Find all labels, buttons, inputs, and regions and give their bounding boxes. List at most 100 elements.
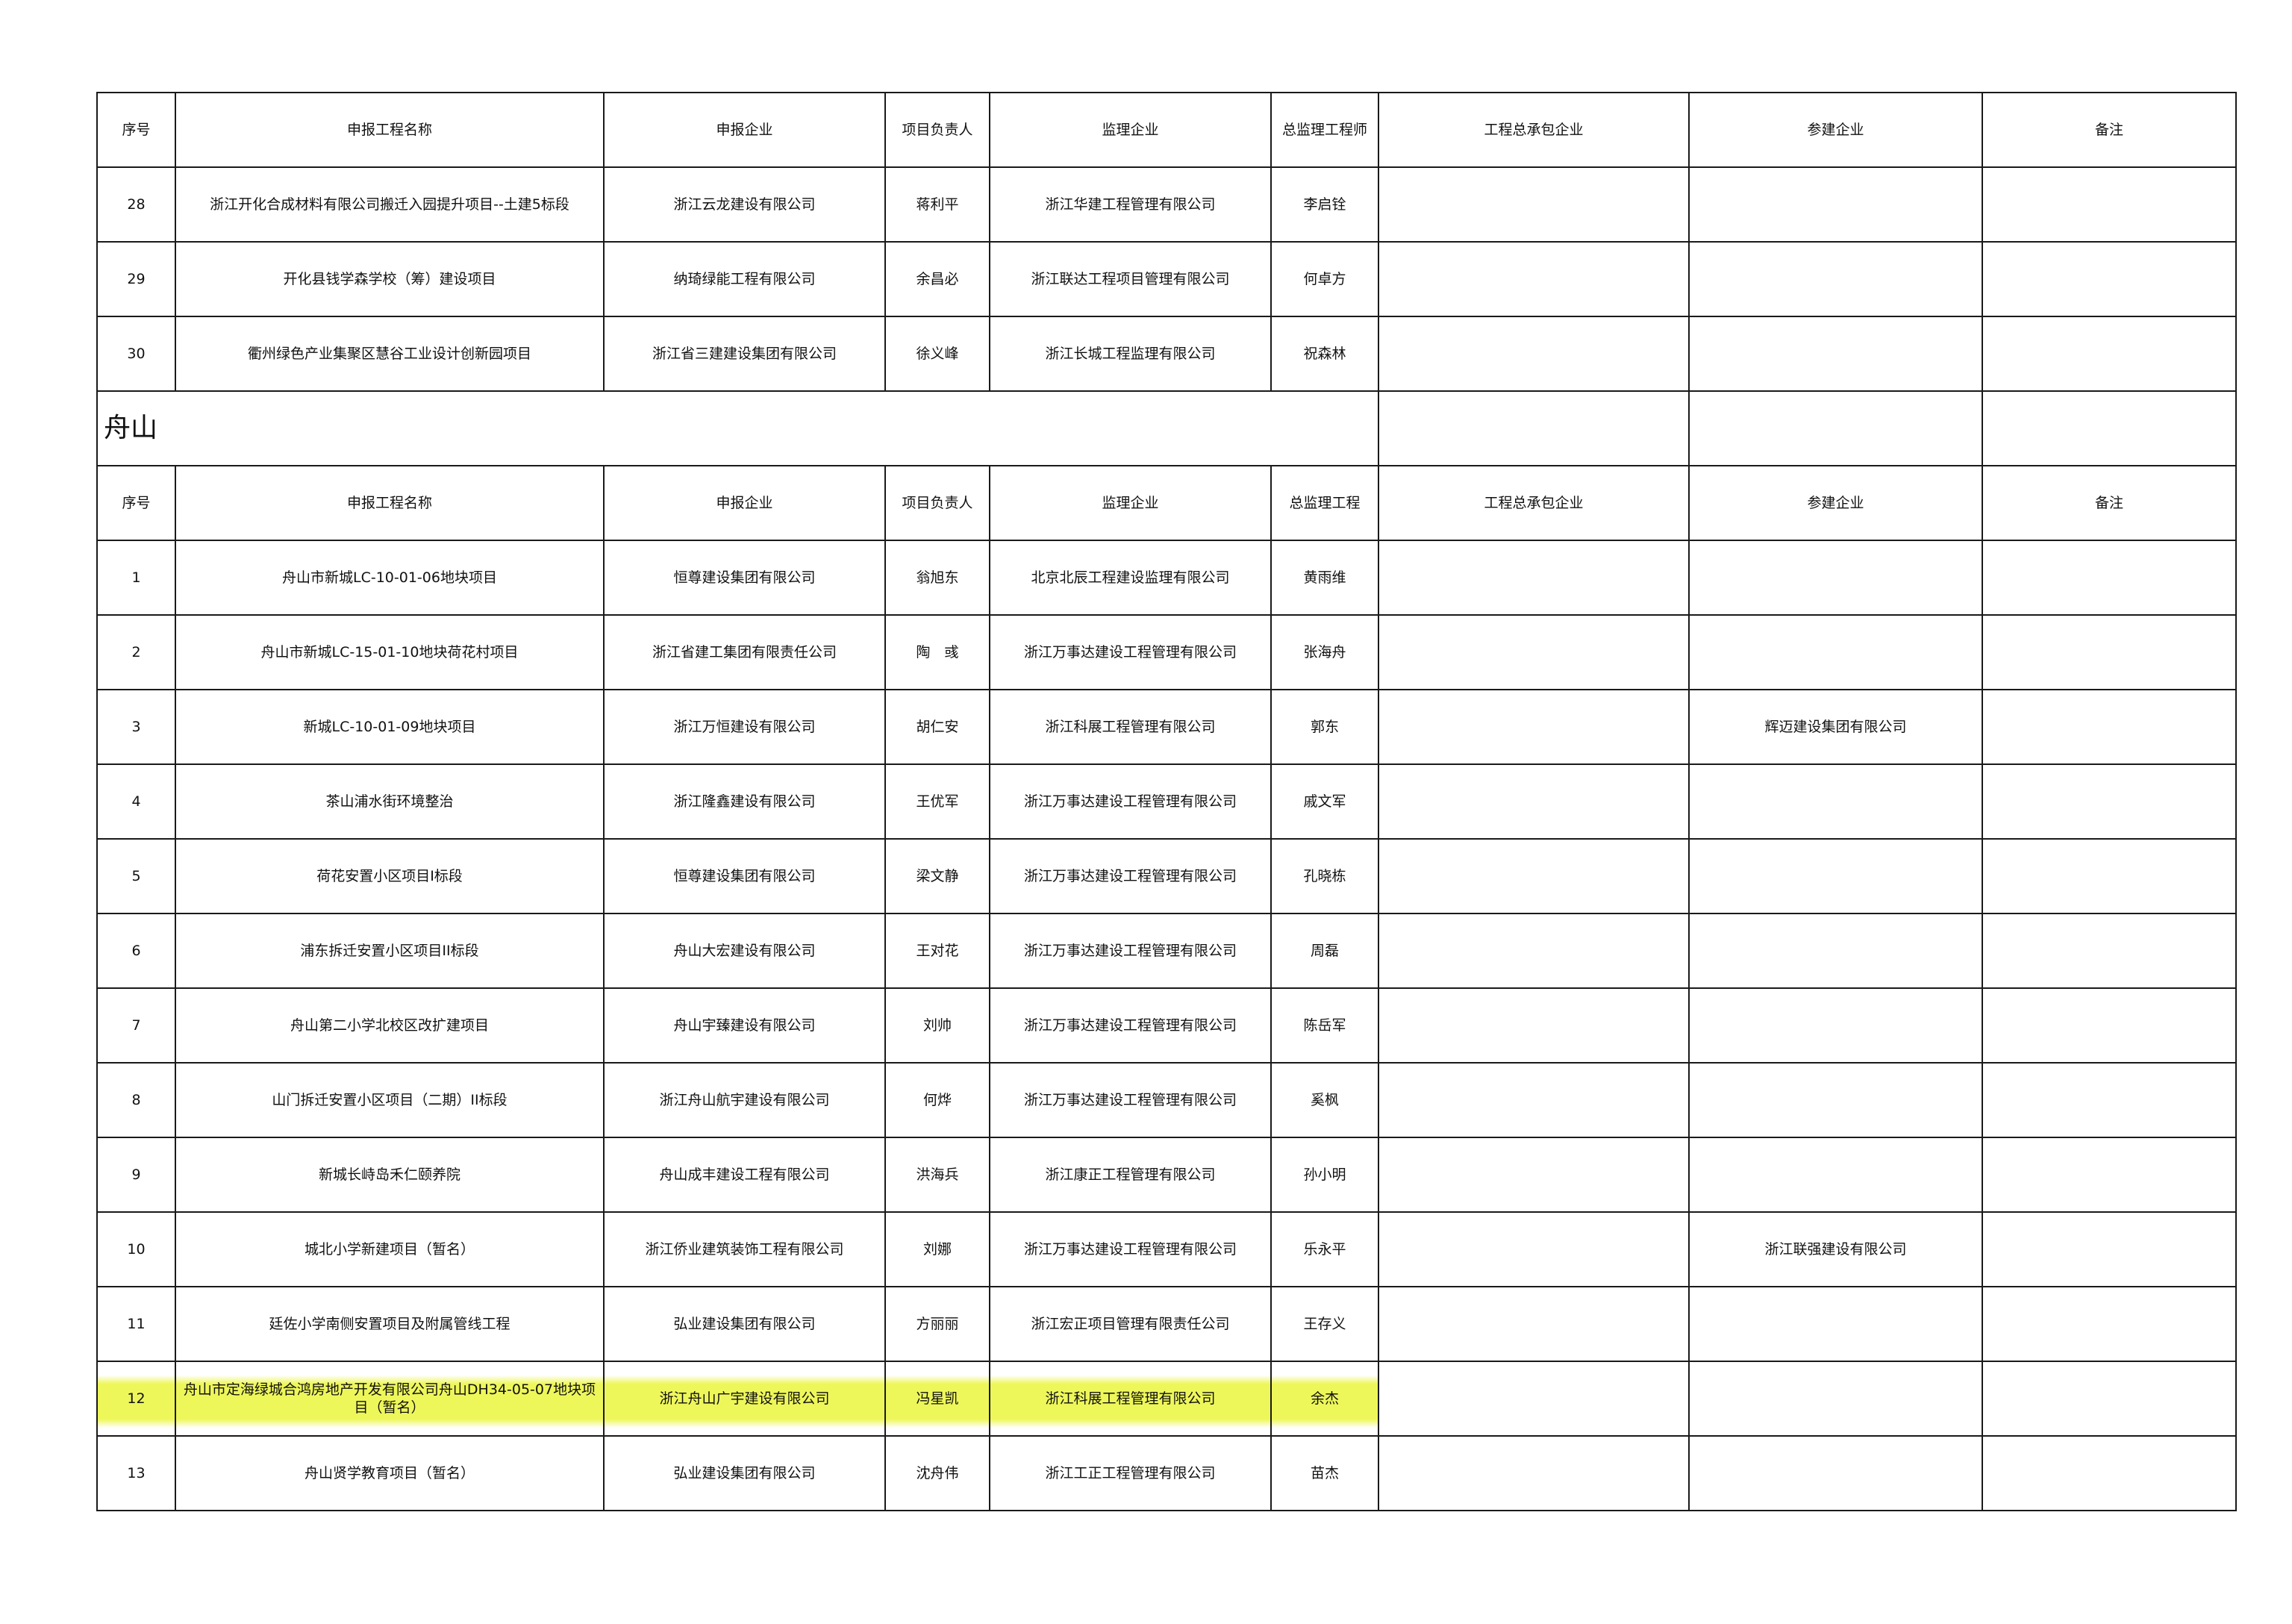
table-row: 7 舟山第二小学北校区改扩建项目 舟山宇臻建设有限公司 刘帅 浙江万事达建设工程管理有限…: [96, 987, 2237, 1064]
header-remarks: 备注: [1982, 465, 2237, 541]
cell-seq: 11: [96, 1286, 176, 1362]
table-row: 10 城北小学新建项目（暂名） 浙江侨业建筑装饰工程有限公司 刘娜 浙江万事达建设工程管…: [96, 1211, 2237, 1287]
cell-project-name: 舟山市新城LC-15-01-10地块荷花村项目: [175, 614, 605, 690]
table-row: 1 舟山市新城LC-10-01-06地块项目 恒尊建设集团有限公司 翁旭东 北京北辰工程…: [96, 540, 2237, 616]
cell-chief-engineer: 郭东: [1270, 689, 1379, 765]
cell-applicant: 恒尊建设集团有限公司: [603, 540, 886, 616]
cell-project-name: 新城LC-10-01-09地块项目: [175, 689, 605, 765]
cell-chief-engineer: 孙小明: [1270, 1137, 1379, 1213]
cell-project-name: 舟山贤学教育项目（暂名）: [175, 1435, 605, 1511]
cell-remarks: [1982, 689, 2237, 765]
cell-project-name: 茶山浦水街环境整治: [175, 763, 605, 840]
cell-project-leader: 何烨: [884, 1062, 990, 1138]
cell-participant: [1688, 1286, 1983, 1362]
cell-applicant: 纳琦绿能工程有限公司: [603, 241, 886, 317]
cell-supervisor: 浙江万事达建设工程管理有限公司: [989, 763, 1272, 840]
header-general-contractor: 工程总承包企业: [1378, 465, 1690, 541]
cell-participant: [1688, 838, 1983, 914]
cell-participant: 辉迈建设集团有限公司: [1688, 689, 1983, 765]
cell-participant: [1688, 241, 1983, 317]
cell-project-leader: 胡仁安: [884, 689, 990, 765]
header-supervisor: 监理企业: [989, 92, 1272, 168]
cell-seq: 13: [96, 1435, 176, 1511]
cell-project-name: 山门拆迁安置小区项目（二期）II标段: [175, 1062, 605, 1138]
cell-chief-engineer: 奚枫: [1270, 1062, 1379, 1138]
cell-chief-engineer: 孔晓栋: [1270, 838, 1379, 914]
cell-chief-engineer: 祝森林: [1270, 316, 1379, 392]
cell-project-leader: 余昌必: [884, 241, 990, 317]
cell-general-contractor: [1378, 913, 1690, 989]
cell-project-leader: 洪海兵: [884, 1137, 990, 1213]
cell-supervisor: 浙江华建工程管理有限公司: [989, 166, 1272, 243]
cell-participant: [1688, 1062, 1983, 1138]
cell-supervisor: 浙江科展工程管理有限公司: [989, 1361, 1272, 1437]
cell-general-contractor: [1378, 166, 1690, 243]
cell-remarks: [1982, 1435, 2237, 1511]
cell-seq: 4: [96, 763, 176, 840]
cell-project-name: 舟山第二小学北校区改扩建项目: [175, 987, 605, 1064]
cell-seq: 29: [96, 241, 176, 317]
cell-project-name: 城北小学新建项目（暂名）: [175, 1211, 605, 1287]
cell-general-contractor: [1378, 1286, 1690, 1362]
cell-seq: 7: [96, 987, 176, 1064]
table-row: 13 舟山贤学教育项目（暂名） 弘业建设集团有限公司 沈舟伟 浙江工正工程管理有限公司苗…: [96, 1435, 2237, 1511]
cell-chief-engineer: 何卓方: [1270, 241, 1379, 317]
cell-project-name: 舟山市新城LC-10-01-06地块项目: [175, 540, 605, 616]
cell-seq: 2: [96, 614, 176, 690]
cell-project-leader: 方丽丽: [884, 1286, 990, 1362]
cell-supervisor: 浙江宏正项目管理有限责任公司: [989, 1286, 1272, 1362]
table-row: 5 荷花安置小区项目I标段 恒尊建设集团有限公司 梁文静 浙江万事达建设工程管理有限公司…: [96, 838, 2237, 914]
empty-cell: [1982, 390, 2237, 466]
cell-seq: 8: [96, 1062, 176, 1138]
header-project-name: 申报工程名称: [175, 465, 605, 541]
cell-seq: 12: [96, 1361, 176, 1437]
cell-supervisor: 浙江工正工程管理有限公司: [989, 1435, 1272, 1511]
cell-project-leader: 蒋利平: [884, 166, 990, 243]
empty-cell: [1378, 390, 1690, 466]
cell-applicant: 舟山成丰建设工程有限公司: [603, 1137, 886, 1213]
cell-supervisor: 浙江联达工程项目管理有限公司: [989, 241, 1272, 317]
cell-general-contractor: [1378, 689, 1690, 765]
cell-supervisor: 浙江万事达建设工程管理有限公司: [989, 913, 1272, 989]
cell-chief-engineer: 陈岳军: [1270, 987, 1379, 1064]
cell-applicant: 浙江省三建建设集团有限公司: [603, 316, 886, 392]
header-supervisor: 监理企业: [989, 465, 1272, 541]
cell-general-contractor: [1378, 763, 1690, 840]
cell-remarks: [1982, 540, 2237, 616]
cell-project-name: 衢州绿色产业集聚区慧谷工业设计创新园项目: [175, 316, 605, 392]
cell-supervisor: 浙江康正工程管理有限公司: [989, 1137, 1272, 1213]
cell-seq: 6: [96, 913, 176, 989]
cell-project-name: 荷花安置小区项目I标段: [175, 838, 605, 914]
cell-general-contractor: [1378, 987, 1690, 1064]
cell-remarks: [1982, 1211, 2237, 1287]
empty-cell: [1688, 390, 1983, 466]
cell-applicant: 舟山大宏建设有限公司: [603, 913, 886, 989]
cell-participant: [1688, 913, 1983, 989]
table-row: 4 茶山浦水街环境整治 浙江隆鑫建设有限公司 王优军 浙江万事达建设工程管理有限公司 戚文…: [96, 763, 2237, 840]
cell-project-leader: 王优军: [884, 763, 990, 840]
cell-project-leader: 沈舟伟: [884, 1435, 990, 1511]
header-applicant: 申报企业: [603, 92, 886, 168]
cell-remarks: [1982, 838, 2237, 914]
cell-supervisor: 浙江万事达建设工程管理有限公司: [989, 987, 1272, 1064]
cell-supervisor: 浙江科展工程管理有限公司: [989, 689, 1272, 765]
cell-participant: [1688, 614, 1983, 690]
cell-project-leader: 王对花: [884, 913, 990, 989]
cell-remarks: [1982, 166, 2237, 243]
cell-general-contractor: [1378, 1062, 1690, 1138]
cell-participant: 浙江联强建设有限公司: [1688, 1211, 1983, 1287]
header-participant: 参建企业: [1688, 92, 1983, 168]
table-row: 2 舟山市新城LC-15-01-10地块荷花村项目 浙江省建工集团有限责任公司陶 彧…: [96, 614, 2237, 690]
cell-participant: [1688, 316, 1983, 392]
region-row: 舟山: [96, 390, 2237, 466]
header-row: 序号 申报工程名称 申报企业 项目负责人 监理企业 总监理工程师 工程总承包企业 参建企业 备注: [96, 92, 2237, 168]
cell-project-name: 开化县钱学森学校（筹）建设项目: [175, 241, 605, 317]
cell-chief-engineer: 乐永平: [1270, 1211, 1379, 1287]
cell-participant: [1688, 1137, 1983, 1213]
header-chief-engineer: 总监理工程师: [1270, 92, 1379, 168]
cell-project-leader: 徐义峰: [884, 316, 990, 392]
cell-project-leader: 刘娜: [884, 1211, 990, 1287]
cell-chief-engineer: 李启铨: [1270, 166, 1379, 243]
cell-remarks: [1982, 1062, 2237, 1138]
cell-seq: 9: [96, 1137, 176, 1213]
